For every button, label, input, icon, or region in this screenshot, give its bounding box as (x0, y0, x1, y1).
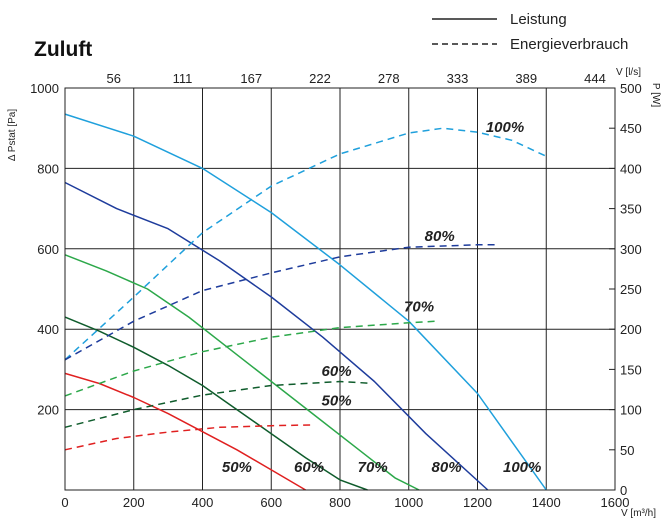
pressure-curve-60pct (64, 316, 368, 491)
curve-label: 70% (358, 459, 388, 476)
y-tick-label: 800 (37, 161, 59, 176)
x-top-tick-label: 333 (447, 71, 469, 86)
x-tick-label: 400 (192, 495, 214, 510)
x-tick-label: 1000 (394, 495, 423, 510)
y2-tick-label: 50 (620, 443, 634, 458)
curve-label: 60% (294, 459, 324, 476)
x-top-tick-label: 111 (173, 71, 193, 86)
curve-label: 100% (486, 119, 524, 136)
pressure-curve-50pct (64, 372, 306, 491)
legend: Leistung Energieverbrauch (432, 11, 628, 53)
x-top-tick-label: 222 (309, 71, 331, 86)
curve-label: 60% (322, 363, 352, 380)
curve-labels: 100% 80% 70% 60% 50% 50% 60% 70% 80% 100% (222, 119, 542, 476)
curve-label: 70% (404, 299, 434, 316)
y2-tick-label: 500 (620, 81, 642, 96)
x-top-tick-label: 167 (240, 71, 262, 86)
y-tick-label: 1000 (30, 81, 59, 96)
x-top-tick-label: 278 (378, 71, 400, 86)
grid (65, 87, 615, 491)
pressure-curve-70pct (64, 254, 420, 491)
curve-label: 50% (322, 393, 352, 410)
y-tick-label: 200 (37, 403, 59, 418)
x-tick-label: 1400 (532, 495, 561, 510)
curve-label: 80% (432, 459, 462, 476)
plot-frame (64, 87, 616, 491)
x-tick-label: 1200 (463, 495, 492, 510)
x-tick-label: 800 (329, 495, 351, 510)
chart-title: Zuluft (34, 38, 92, 61)
power-curve-80pct (64, 244, 495, 361)
x-tick-label: 0 (61, 495, 68, 510)
y2-tick-label: 250 (620, 282, 642, 297)
x-top-tick-label: 389 (515, 71, 537, 86)
y2-tick-label: 200 (620, 322, 642, 337)
power-curve-70pct (64, 320, 437, 397)
curve-label: 50% (222, 459, 252, 476)
y2-tick-label: 300 (620, 242, 642, 257)
y2-tick-label: 400 (620, 161, 642, 176)
curve-label: 80% (425, 228, 455, 245)
y2-tick-label: 450 (620, 121, 642, 136)
legend-dashed-label: Energieverbrauch (510, 36, 628, 53)
power-curve-100pct (64, 127, 547, 361)
curves (64, 113, 547, 491)
y2-tick-label: 100 (620, 403, 642, 418)
pressure-curve-100pct (64, 113, 547, 491)
y2-tick-label: 150 (620, 362, 642, 377)
x-top-tick-label: 56 (107, 71, 121, 86)
y2-axis-title: P [W] (650, 83, 661, 107)
x-top-tick-label: 444 (584, 71, 606, 86)
x-tick-label: 1600 (601, 495, 630, 510)
x-axis-title: V [m³/h] (621, 508, 656, 519)
x-tick-label: 200 (123, 495, 145, 510)
legend-solid-label: Leistung (510, 11, 567, 28)
y-axis-title: Δ Pstat [Pa] (7, 109, 18, 161)
y-tick-label: 600 (37, 242, 59, 257)
y2-tick-label: 350 (620, 202, 642, 217)
x-tick-label: 600 (260, 495, 282, 510)
pressure-curve-80pct (64, 181, 489, 491)
curve-label: 100% (503, 459, 541, 476)
x-top-axis-title: V [l/s] (616, 67, 641, 78)
y2-tick-label: 0 (620, 483, 627, 498)
y-tick-label: 400 (37, 322, 59, 337)
